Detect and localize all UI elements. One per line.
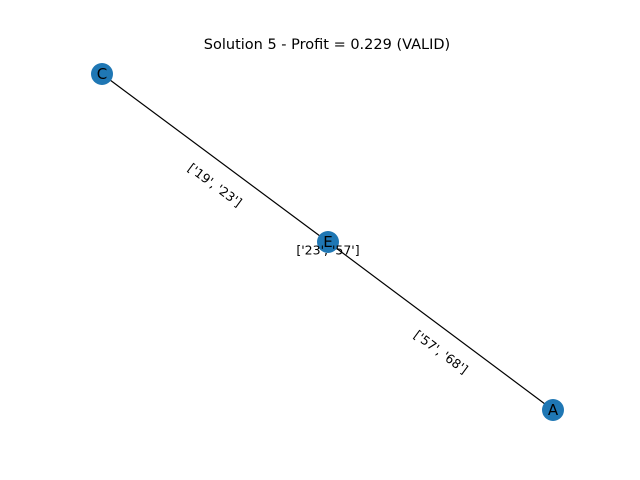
node-e-marker	[317, 231, 339, 253]
node-a-marker	[542, 399, 564, 421]
edge-c-e	[101, 73, 329, 243]
node-c-label: C	[97, 65, 107, 83]
node-a: A	[542, 399, 564, 421]
edge-label-c-e: ['19', '23']	[185, 160, 245, 210]
figure-title: Solution 5 - Profit = 0.229 (VALID)	[204, 37, 450, 53]
edge-e-a	[327, 241, 554, 411]
edge-label-e-a: ['57', '68']	[411, 327, 471, 377]
node-c: C	[91, 63, 113, 85]
node-e-label: E	[323, 233, 332, 251]
edge-label-e-self: ['23', '57']	[296, 243, 359, 258]
node-a-label: A	[548, 401, 559, 419]
node-c-marker	[91, 63, 113, 85]
node-e: E	[317, 231, 339, 253]
